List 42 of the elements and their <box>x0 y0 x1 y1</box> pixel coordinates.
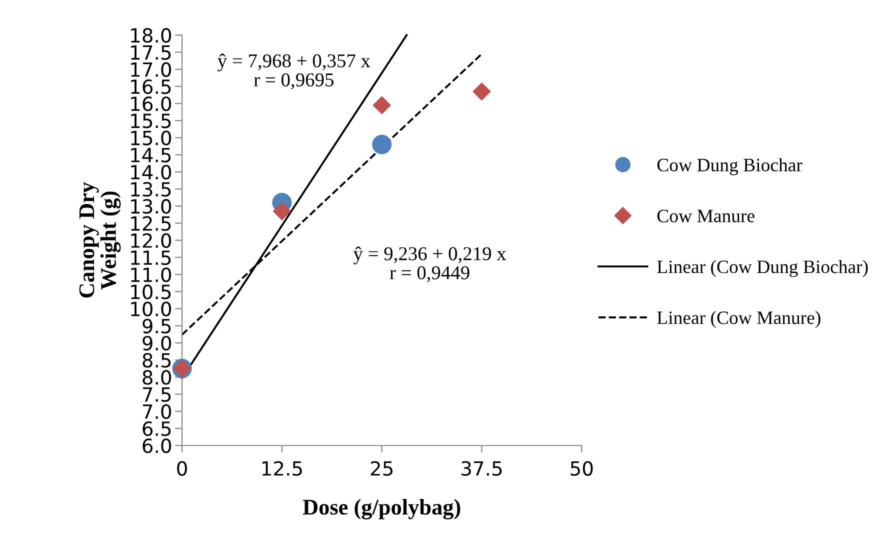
point <box>472 82 491 100</box>
x-tick-label: 0 <box>177 461 187 476</box>
y-tick-label: 6.0 <box>142 438 172 454</box>
y-tick-label: 17.5 <box>131 45 171 60</box>
y-tick-label: 14.0 <box>131 164 172 180</box>
y-tick-label: 13.0 <box>131 199 172 214</box>
legend-label: Linear (Cow Dung Biochar) <box>657 260 868 278</box>
point <box>372 134 392 154</box>
y-tick-label: 8.0 <box>142 370 172 385</box>
x-tick-label: 50 <box>570 461 593 476</box>
legend-label: Cow Manure <box>657 210 754 222</box>
x-tick-label: 12.5 <box>262 461 302 476</box>
y-tick-label: 11.5 <box>131 250 171 266</box>
y-tick-label: 18.0 <box>131 28 172 43</box>
x-axis-title: Dose (g/polybag) <box>302 499 460 520</box>
y-tick-label: 16.5 <box>131 79 171 94</box>
y-tick-label: 10.0 <box>131 302 172 316</box>
annotation: ŷ = 9,236 + 0,219 x r = 0,9449 <box>353 246 506 282</box>
y-tick-label: 16.0 <box>131 96 172 112</box>
y-tick-label: 11.0 <box>131 267 172 282</box>
annotation: ŷ = 7,968 + 0,357 x r = 0,9695 <box>218 54 370 90</box>
y-tick-label: 10.5 <box>131 284 171 300</box>
y-tick-label: 14.5 <box>131 148 171 162</box>
point <box>273 202 291 220</box>
y-tick-label: 12.5 <box>131 216 171 231</box>
legend-label: Linear (Cow Manure) <box>657 310 820 328</box>
y-tick-label: 6.5 <box>142 421 171 436</box>
y-tick-label: 8.5 <box>142 352 171 368</box>
x-tick-label: 25 <box>370 461 393 476</box>
y-tick-label: 15.0 <box>131 130 172 146</box>
y-tick-label: 7.0 <box>142 404 172 419</box>
y-tick-label: 15.5 <box>131 114 171 128</box>
y-axis-title: Canopy Dry Weight (g) <box>79 182 121 298</box>
y-tick-label: 12.0 <box>131 233 172 248</box>
x-tick-label: 37.5 <box>462 461 502 476</box>
y-tick-label: 17.0 <box>131 62 172 77</box>
y-tick-label: 13.5 <box>131 182 171 197</box>
point <box>372 96 391 114</box>
y-tick-label: 7.5 <box>142 387 171 402</box>
legend-label: Cow Dung Biochar <box>657 158 802 176</box>
y-tick-label: 9.5 <box>142 318 171 334</box>
y-tick-label: 9.0 <box>142 336 172 351</box>
